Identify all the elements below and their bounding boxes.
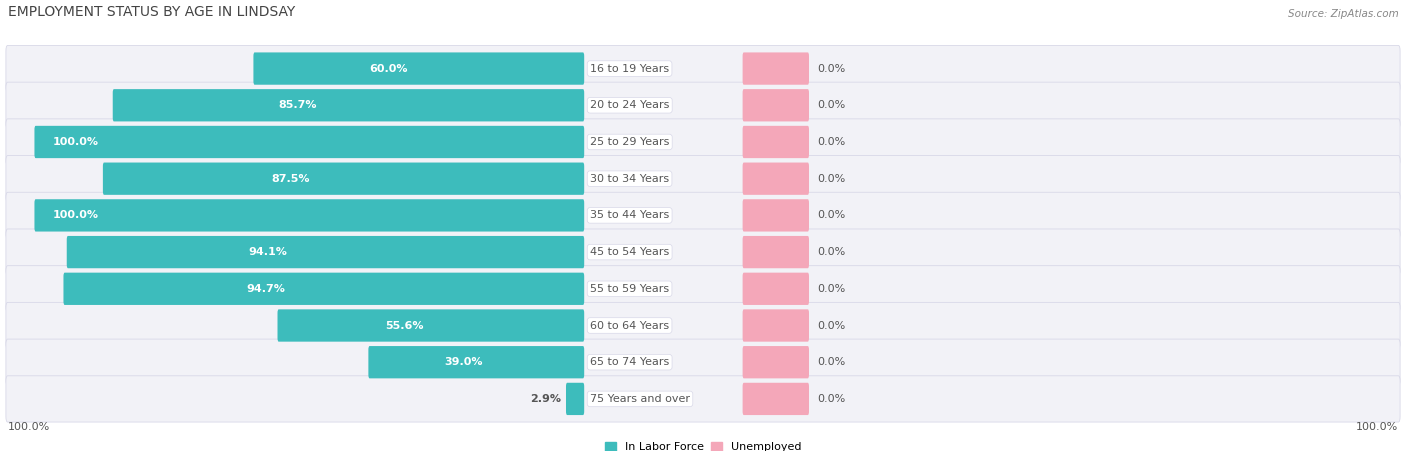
- Text: 100.0%: 100.0%: [53, 137, 98, 147]
- Text: 75 Years and over: 75 Years and over: [591, 394, 690, 404]
- FancyBboxPatch shape: [277, 309, 585, 342]
- FancyBboxPatch shape: [6, 156, 1400, 202]
- Text: 2.9%: 2.9%: [530, 394, 561, 404]
- Text: Source: ZipAtlas.com: Source: ZipAtlas.com: [1288, 9, 1399, 19]
- Text: 45 to 54 Years: 45 to 54 Years: [591, 247, 669, 257]
- Text: 20 to 24 Years: 20 to 24 Years: [591, 100, 669, 110]
- FancyBboxPatch shape: [66, 236, 585, 268]
- Text: 35 to 44 Years: 35 to 44 Years: [591, 210, 669, 221]
- FancyBboxPatch shape: [742, 52, 808, 85]
- FancyBboxPatch shape: [368, 346, 585, 378]
- Text: 55.6%: 55.6%: [385, 321, 423, 331]
- FancyBboxPatch shape: [6, 229, 1400, 275]
- Text: 25 to 29 Years: 25 to 29 Years: [591, 137, 669, 147]
- Text: 0.0%: 0.0%: [817, 137, 845, 147]
- Text: 94.7%: 94.7%: [246, 284, 285, 294]
- Text: EMPLOYMENT STATUS BY AGE IN LINDSAY: EMPLOYMENT STATUS BY AGE IN LINDSAY: [7, 5, 295, 19]
- FancyBboxPatch shape: [742, 236, 808, 268]
- Text: 94.1%: 94.1%: [249, 247, 287, 257]
- Text: 0.0%: 0.0%: [817, 174, 845, 184]
- Text: 0.0%: 0.0%: [817, 210, 845, 221]
- Text: 65 to 74 Years: 65 to 74 Years: [591, 357, 669, 367]
- FancyBboxPatch shape: [253, 52, 585, 85]
- FancyBboxPatch shape: [63, 273, 585, 305]
- FancyBboxPatch shape: [6, 302, 1400, 349]
- Text: 0.0%: 0.0%: [817, 64, 845, 74]
- Text: 0.0%: 0.0%: [817, 321, 845, 331]
- FancyBboxPatch shape: [6, 339, 1400, 385]
- FancyBboxPatch shape: [742, 162, 808, 195]
- Text: 30 to 34 Years: 30 to 34 Years: [591, 174, 669, 184]
- Text: 16 to 19 Years: 16 to 19 Years: [591, 64, 669, 74]
- FancyBboxPatch shape: [742, 273, 808, 305]
- FancyBboxPatch shape: [567, 383, 585, 415]
- FancyBboxPatch shape: [6, 119, 1400, 165]
- Text: 39.0%: 39.0%: [444, 357, 482, 367]
- Text: 60 to 64 Years: 60 to 64 Years: [591, 321, 669, 331]
- Text: 85.7%: 85.7%: [278, 100, 316, 110]
- Text: 100.0%: 100.0%: [7, 422, 49, 432]
- Text: 0.0%: 0.0%: [817, 284, 845, 294]
- Text: 55 to 59 Years: 55 to 59 Years: [591, 284, 669, 294]
- Text: 60.0%: 60.0%: [370, 64, 408, 74]
- FancyBboxPatch shape: [112, 89, 585, 121]
- FancyBboxPatch shape: [6, 46, 1400, 92]
- Text: 0.0%: 0.0%: [817, 357, 845, 367]
- Text: 100.0%: 100.0%: [53, 210, 98, 221]
- FancyBboxPatch shape: [742, 126, 808, 158]
- FancyBboxPatch shape: [742, 199, 808, 231]
- Text: 0.0%: 0.0%: [817, 247, 845, 257]
- Legend: In Labor Force, Unemployed: In Labor Force, Unemployed: [605, 442, 801, 451]
- Text: 0.0%: 0.0%: [817, 394, 845, 404]
- FancyBboxPatch shape: [742, 346, 808, 378]
- FancyBboxPatch shape: [35, 126, 585, 158]
- Text: 87.5%: 87.5%: [271, 174, 311, 184]
- FancyBboxPatch shape: [742, 309, 808, 342]
- FancyBboxPatch shape: [6, 192, 1400, 239]
- Text: 0.0%: 0.0%: [817, 100, 845, 110]
- FancyBboxPatch shape: [103, 162, 585, 195]
- Text: 100.0%: 100.0%: [1357, 422, 1399, 432]
- FancyBboxPatch shape: [6, 266, 1400, 312]
- FancyBboxPatch shape: [6, 82, 1400, 129]
- FancyBboxPatch shape: [742, 383, 808, 415]
- FancyBboxPatch shape: [742, 89, 808, 121]
- FancyBboxPatch shape: [35, 199, 585, 231]
- FancyBboxPatch shape: [6, 376, 1400, 422]
